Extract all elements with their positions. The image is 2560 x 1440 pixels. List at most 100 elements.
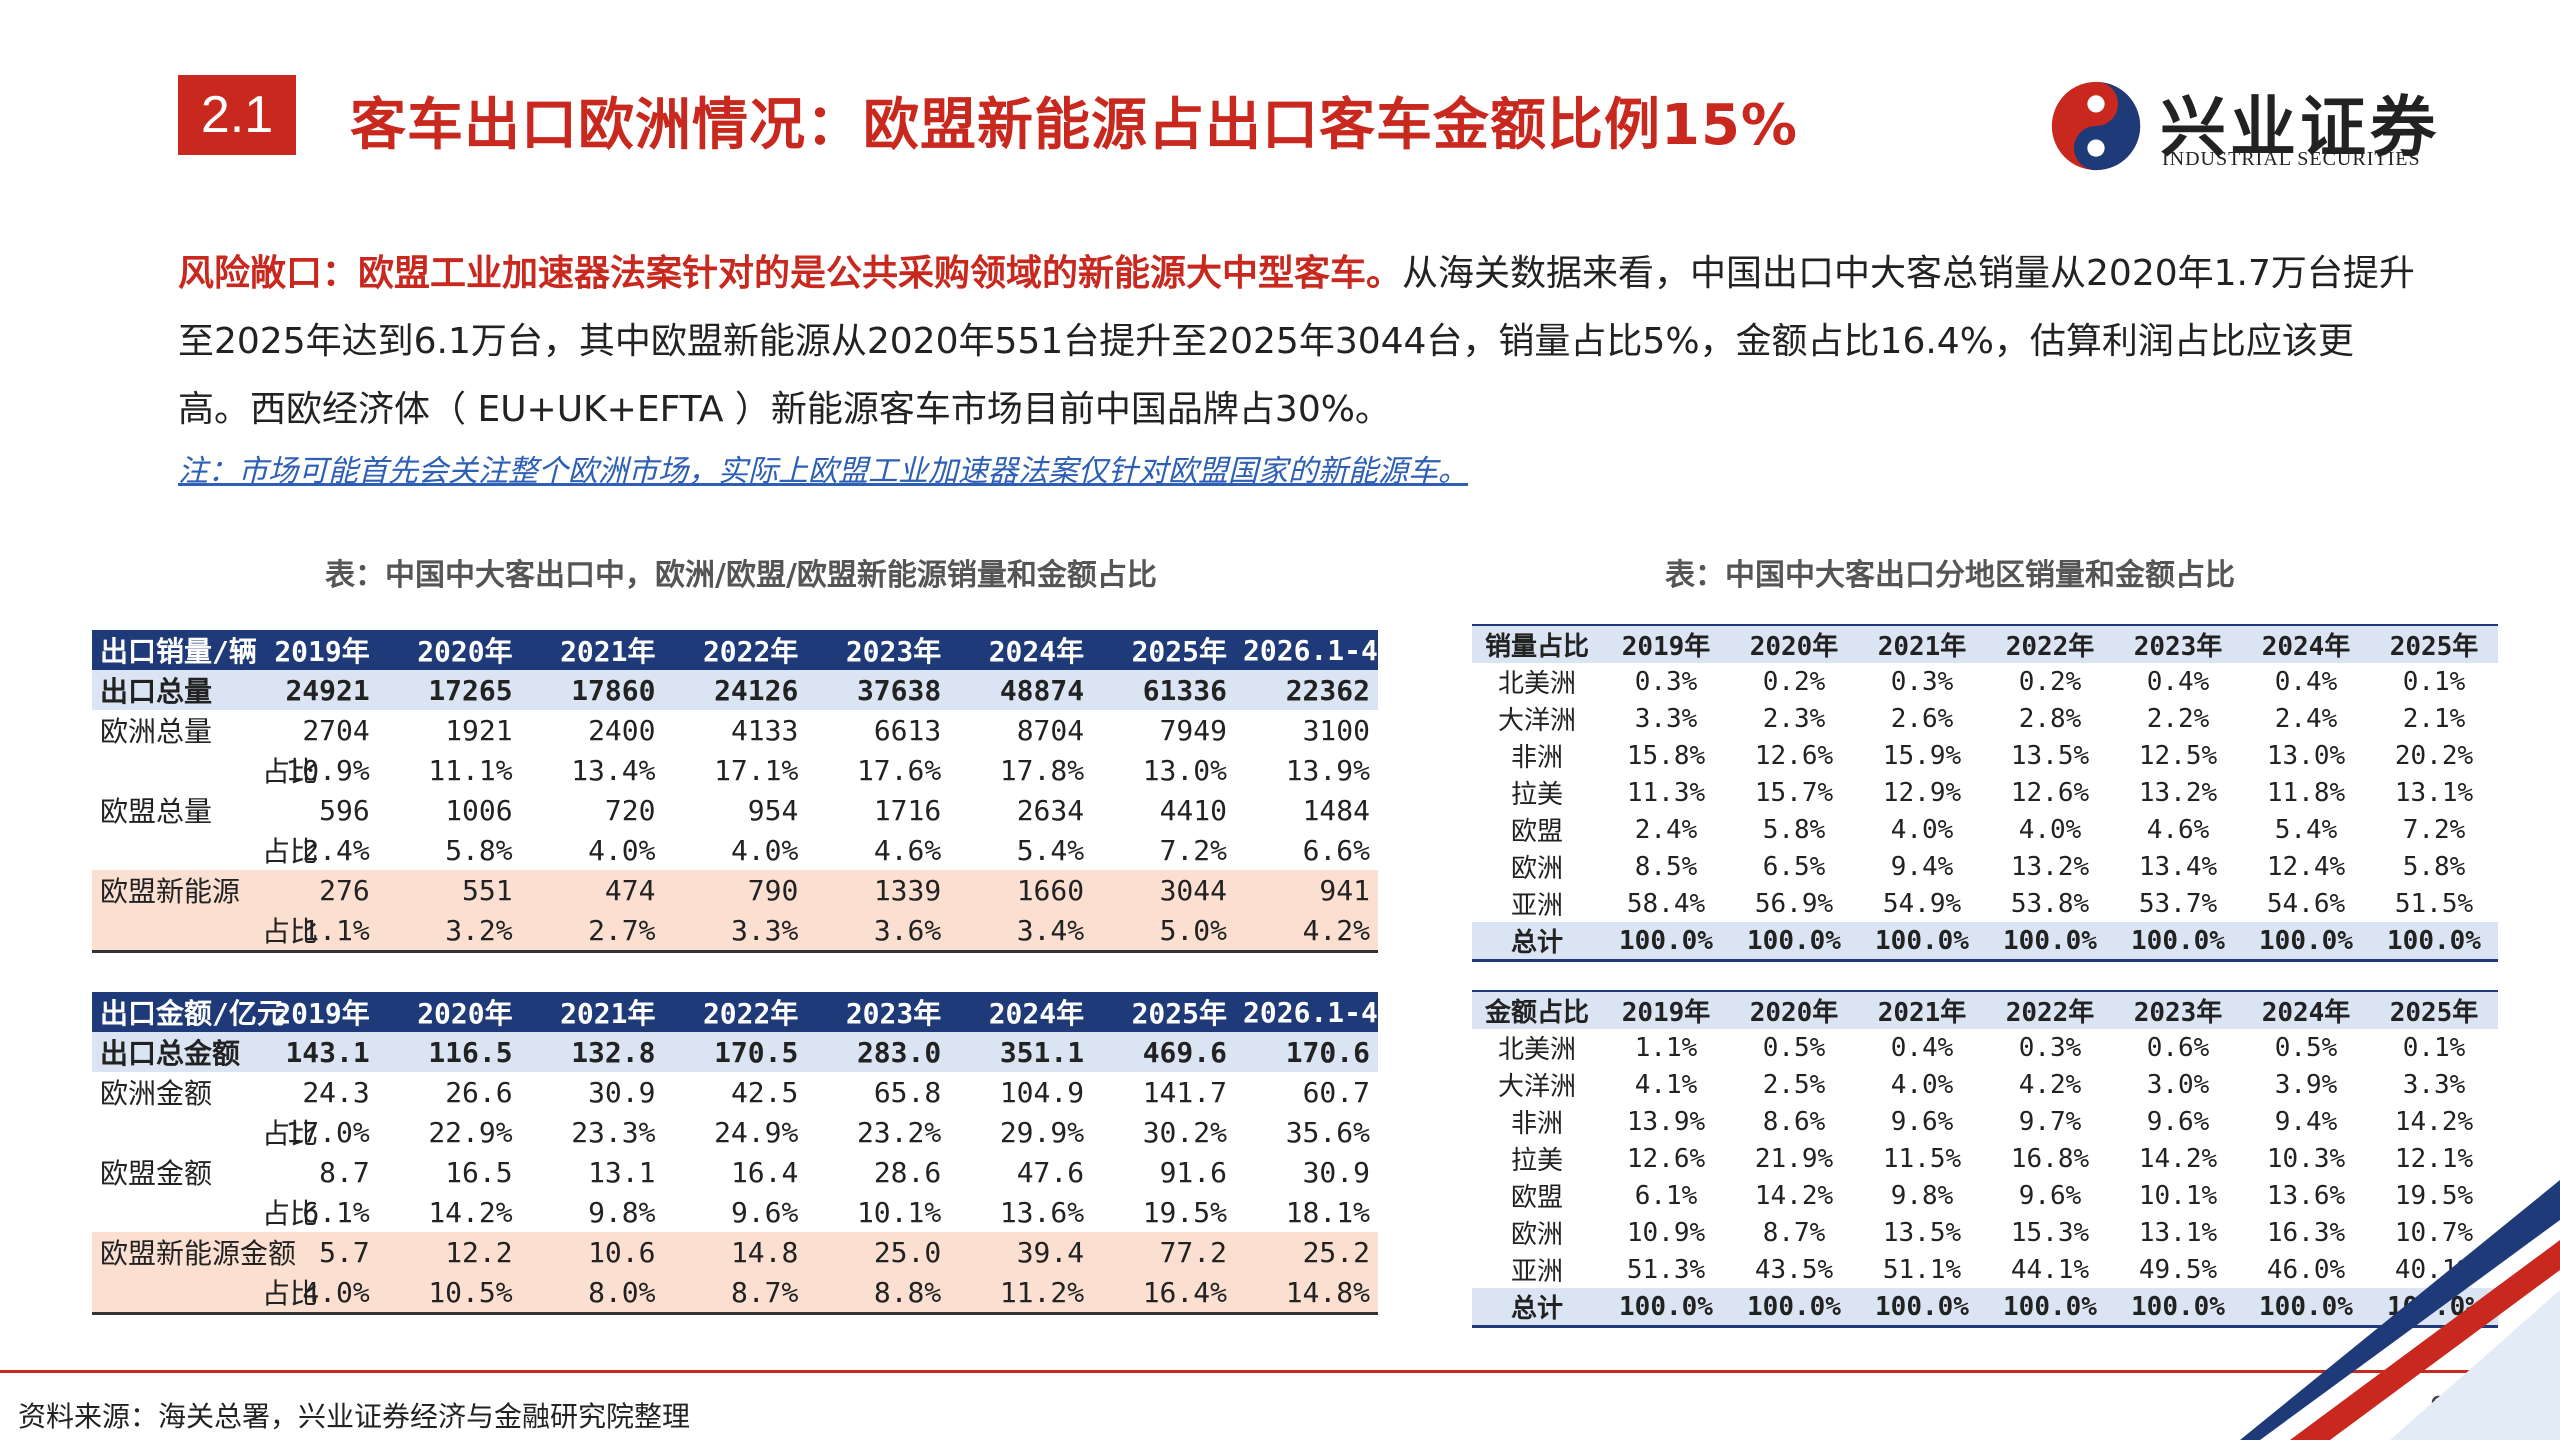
table-row: 亚洲 58.4% 56.9% 54.9% 53.8% 53.7% 54.6% 51.5% xyxy=(1472,885,2498,922)
table-cell: 116.5 xyxy=(377,1032,521,1072)
table-cell: 0.2% xyxy=(2018,666,2082,697)
row-label: 占比 xyxy=(262,835,319,868)
table-row: 欧盟新能源 276 551 474 790 1339 1660 3044 941 xyxy=(92,870,1378,910)
table-cell: 0.3% xyxy=(2018,1032,2082,1063)
table-cell: 18.1% xyxy=(1285,1195,1370,1229)
table-cell: 3.4% xyxy=(949,910,1093,953)
table-cell: 100.0% xyxy=(1730,1288,1858,1328)
export-volume-table: 出口销量/辆 2019年 2020年 2021年 2022年 2023年 2024年 2025… xyxy=(92,630,1378,953)
table-cell: 3.9% xyxy=(2274,1069,2338,1100)
table-cell: 21.9% xyxy=(1754,1143,1834,1174)
table-cell: 15.3% xyxy=(2010,1217,2090,1248)
region-volume-share-table: 销量占比 2019年 2020年 2021年 2022年 2023年 2024年 2025年北… xyxy=(1472,624,2498,962)
table-row: 欧洲 8.5% 6.5% 9.4% 13.2% 13.4% 12.4% 5.8% xyxy=(1472,848,2498,885)
table-cell: 351.1 xyxy=(949,1032,1093,1072)
table-row: 占比 2.4% 5.8% 4.0% 4.0% 4.6% 5.4% 7.2% 6.6% xyxy=(92,830,1378,870)
table-cell: 48874 xyxy=(949,670,1093,710)
table-cell: 2.8% xyxy=(2018,703,2082,734)
table-header-cell: 2019年 xyxy=(234,992,378,1032)
table-cell: 24.9% xyxy=(714,1115,799,1149)
table-cell: 8704 xyxy=(1016,713,1085,747)
table-cell: 0.1% xyxy=(2402,666,2466,697)
table-cell: 14.8 xyxy=(663,1232,807,1272)
table-cell: 11.8% xyxy=(2266,777,2346,808)
table-cell: 2.5% xyxy=(1762,1069,1826,1100)
table-cell: 5.0% xyxy=(1092,910,1235,953)
row-label: 欧盟新能源 xyxy=(92,870,240,910)
table-cell: 42.5 xyxy=(730,1075,799,1109)
table-cell: 13.1 xyxy=(588,1155,656,1189)
table-cell: 16.8% xyxy=(2010,1143,2090,1174)
table-cell: 12.2 xyxy=(377,1232,521,1272)
table-cell: 13.2% xyxy=(2010,851,2090,882)
table-cell: 8.7% xyxy=(663,1272,807,1315)
table-cell: 276 xyxy=(234,870,378,910)
table-header-cell: 2025年 xyxy=(1092,992,1235,1032)
table-header-cell: 2023年 xyxy=(2114,624,2242,663)
table-row: 欧盟 2.4% 5.8% 4.0% 4.0% 4.6% 5.4% 7.2% xyxy=(1472,811,2498,848)
table-cell: 8.7 xyxy=(319,1155,370,1189)
table-cell: 0.1% xyxy=(2402,1032,2466,1063)
table-cell: 7.2% xyxy=(1159,833,1227,867)
table-cell: 2634 xyxy=(1016,793,1085,827)
table-cell: 9.4% xyxy=(2274,1106,2338,1137)
table-cell: 8.6% xyxy=(1762,1106,1826,1137)
table-cell: 58.4% xyxy=(1626,888,1706,919)
table-cell: 551 xyxy=(377,870,521,910)
corner-decoration xyxy=(2240,1180,2560,1440)
table-cell: 12.6% xyxy=(2010,777,2090,808)
table-cell: 170.6 xyxy=(1235,1032,1378,1072)
row-label: 欧盟 xyxy=(1510,1183,1563,1213)
table-cell: 10.7% xyxy=(2394,1217,2474,1248)
table-cell: 14.2% xyxy=(1754,1180,1834,1211)
table-row: 拉美 12.6% 21.9% 11.5% 16.8% 14.2% 10.3% 12.1% xyxy=(1472,1140,2498,1177)
table-cell: 11.5% xyxy=(1882,1143,1962,1174)
table-header-cell: 2021年 xyxy=(520,992,664,1032)
table-cell: 100.0% xyxy=(1858,1288,1986,1328)
table-cell: 720 xyxy=(604,793,656,827)
row-label: 亚洲 xyxy=(1510,891,1563,921)
table-header-cell: 2025年 xyxy=(2370,990,2498,1029)
table-cell: 17.6% xyxy=(856,753,942,787)
table-cell: 46.0% xyxy=(2266,1254,2346,1285)
table-cell: 0.3% xyxy=(1634,666,1698,697)
table-row: 出口总量 24921 17265 17860 24126 37638 48874 61336 2… xyxy=(92,670,1378,710)
table-cell: 9.7% xyxy=(2018,1106,2082,1137)
table-cell: 30.9 xyxy=(1302,1155,1370,1189)
table-header-row: 出口金额/亿元 2019年 2020年 2021年 2022年 2023年 2024年 202… xyxy=(92,992,1378,1032)
row-label: 非洲 xyxy=(1510,1109,1563,1139)
row-label: 拉美 xyxy=(1510,1146,1563,1176)
table-cell: 14.2% xyxy=(2138,1143,2218,1174)
table-row: 非洲 15.8% 12.6% 15.9% 13.5% 12.5% 13.0% 20.2% xyxy=(1472,737,2498,774)
page-title: 客车出口欧洲情况：欧盟新能源占出口客车金额比例15% xyxy=(350,93,1799,158)
table-cell: 35.6% xyxy=(1285,1115,1370,1149)
table-row: 北美洲 0.3% 0.2% 0.3% 0.2% 0.4% 0.4% 0.1% xyxy=(1472,663,2498,700)
table-cell: 132.8 xyxy=(520,1032,664,1072)
row-label: 欧盟总量 xyxy=(100,795,213,828)
table-cell: 16.4 xyxy=(730,1155,799,1189)
table-header-cell: 2020年 xyxy=(1730,990,1858,1029)
table-cell: 1.1% xyxy=(234,910,378,953)
table-cell: 8.8% xyxy=(806,1272,950,1315)
source-note: 资料来源：海关总署，兴业证券经济与金融研究院整理 xyxy=(18,1400,691,1433)
table-cell: 2.6% xyxy=(1890,703,1954,734)
row-label: 欧洲金额 xyxy=(100,1077,213,1110)
table-cell: 10.1% xyxy=(856,1195,942,1229)
table-cell: 283.0 xyxy=(806,1032,950,1072)
table-header-cell: 2020年 xyxy=(1730,624,1858,663)
table-cell: 14.8% xyxy=(1235,1272,1378,1315)
table-row: 拉美 11.3% 15.7% 12.9% 12.6% 13.2% 11.8% 13.1% xyxy=(1472,774,2498,811)
row-label: 北美洲 xyxy=(1497,1035,1576,1065)
table-cell: 39.4 xyxy=(949,1232,1093,1272)
row-label: 欧盟新能源金额 xyxy=(92,1232,296,1272)
table-header-cell: 2019年 xyxy=(1602,990,1730,1029)
table-cell: 9.6% xyxy=(2146,1106,2210,1137)
logo-mark-icon xyxy=(2051,81,2141,171)
table-cell: 91.6 xyxy=(1159,1155,1227,1189)
table-cell: 7949 xyxy=(1159,713,1227,747)
table-cell: 53.8% xyxy=(2010,888,2090,919)
row-label: 欧盟金额 xyxy=(100,1157,213,1190)
table-cell: 10.6 xyxy=(520,1232,664,1272)
table-cell: 17265 xyxy=(377,670,521,710)
